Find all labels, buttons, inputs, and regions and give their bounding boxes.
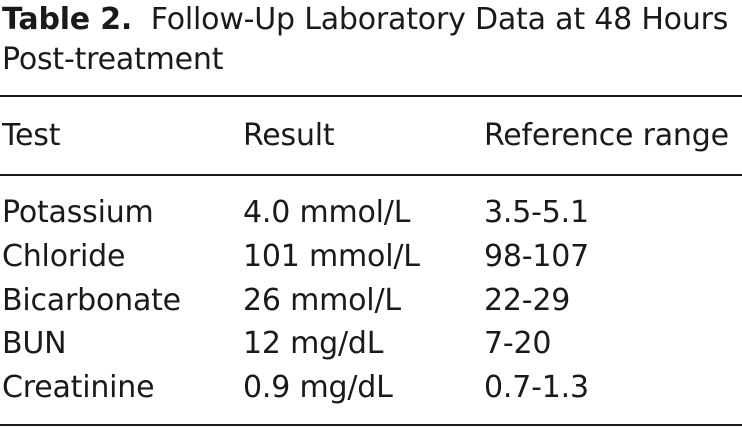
cell-reference-range: 22-29 — [484, 283, 571, 318]
cell-result: 101 mmol/L — [243, 239, 420, 274]
cell-test: Bicarbonate — [2, 283, 181, 318]
cell-test: BUN — [2, 326, 67, 361]
cell-result: 12 mg/dL — [243, 326, 384, 361]
cell-result: 26 mmol/L — [243, 283, 401, 318]
bottom-rule — [0, 424, 742, 426]
table-label: Table 2. — [2, 2, 133, 37]
column-header-reference-range: Reference range — [484, 118, 729, 153]
cell-reference-range: 98-107 — [484, 239, 590, 274]
cell-reference-range: 0.7-1.3 — [484, 370, 589, 405]
column-header-test: Test — [2, 118, 61, 153]
cell-result: 4.0 mmol/L — [243, 195, 411, 230]
cell-test: Chloride — [2, 239, 126, 274]
cell-result: 0.9 mg/dL — [243, 370, 393, 405]
table-title: Follow-Up Laboratory Data at 48 Hours Po… — [2, 2, 729, 77]
header-rule — [0, 174, 742, 176]
cell-test: Potassium — [2, 195, 154, 230]
column-header-result: Result — [243, 118, 335, 153]
table-caption: Table 2. Follow-Up Laboratory Data at 48… — [2, 0, 732, 80]
cell-reference-range: 7-20 — [484, 326, 552, 361]
cell-test: Creatinine — [2, 370, 155, 405]
cell-reference-range: 3.5-5.1 — [484, 195, 589, 230]
top-rule — [0, 95, 742, 97]
